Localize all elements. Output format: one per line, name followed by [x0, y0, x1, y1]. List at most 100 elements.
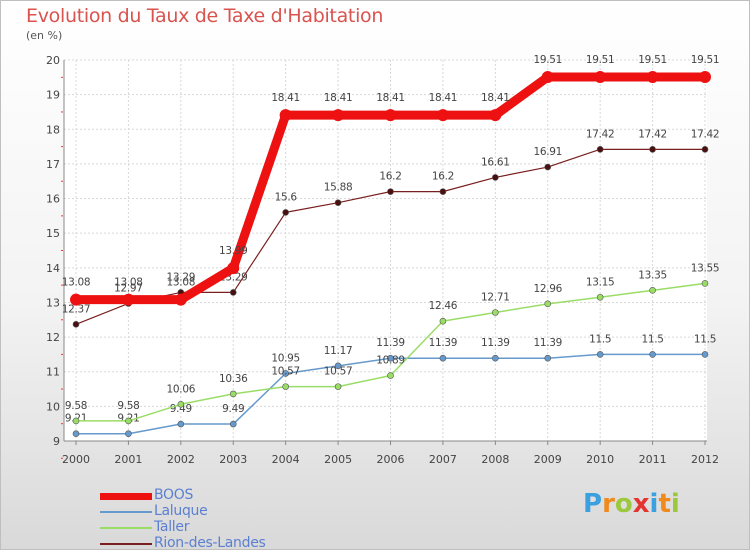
data-point: [384, 109, 397, 122]
data-label: 10.89: [376, 355, 405, 367]
data-label: 9.49: [222, 403, 244, 415]
data-label: 15.6: [275, 191, 298, 203]
data-point: [72, 320, 80, 328]
x-tick-label: 2009: [534, 453, 562, 466]
data-label: 16.2: [432, 171, 454, 183]
data-point: [72, 417, 80, 425]
data-label: 17.42: [586, 128, 615, 140]
data-point: [439, 317, 447, 325]
data-label: 10.06: [167, 383, 196, 395]
data-point: [334, 362, 342, 370]
x-tick-label: 2011: [639, 453, 667, 466]
y-tick-label: 15: [46, 227, 60, 240]
x-tick-label: 2003: [219, 453, 247, 466]
legend-swatch: [100, 511, 152, 513]
data-label: 18.41: [429, 92, 458, 104]
data-label: 12.97: [114, 282, 143, 294]
proxiti-logo: Proxiti: [583, 489, 680, 519]
data-label: 16.91: [533, 146, 562, 158]
data-point: [701, 351, 709, 358]
data-label: 18.41: [271, 92, 300, 104]
data-point: [541, 70, 554, 83]
data-point: [125, 430, 132, 438]
data-label: 13.29: [167, 271, 196, 283]
data-point: [649, 351, 656, 358]
data-point: [282, 209, 289, 216]
data-label: 10.57: [271, 366, 300, 378]
data-label: 11.39: [533, 337, 562, 349]
data-point: [387, 372, 394, 379]
data-point: [72, 430, 80, 438]
data-label: 19.51: [586, 54, 615, 66]
data-point: [229, 420, 237, 428]
data-point: [492, 174, 499, 181]
data-label: 13.99: [219, 245, 248, 257]
x-tick-label: 2007: [429, 453, 457, 466]
x-tick-label: 2004: [272, 453, 300, 466]
x-tick-label: 2008: [481, 453, 509, 466]
legend-label: Taller: [154, 519, 190, 535]
x-tick-label: 2006: [377, 453, 405, 466]
data-point: [649, 146, 656, 153]
y-tick-label: 13: [46, 296, 60, 309]
logo-letter: x: [632, 489, 650, 519]
data-label: 13.35: [638, 269, 667, 281]
data-label: 11.39: [481, 337, 510, 349]
data-label: 19.51: [533, 54, 562, 66]
logo-letter: P: [583, 489, 603, 519]
logo-letter: r: [602, 489, 615, 519]
data-point: [174, 293, 187, 306]
data-point: [387, 354, 394, 362]
data-point: [596, 351, 604, 358]
x-tick-label: 2001: [114, 453, 142, 466]
logo-letter: i: [649, 489, 659, 519]
data-label: 11.5: [641, 333, 663, 345]
data-point: [122, 293, 135, 306]
data-point: [334, 383, 342, 390]
data-point: [699, 70, 711, 83]
data-point: [177, 420, 185, 428]
data-label: 12.71: [481, 291, 510, 303]
data-point: [227, 262, 240, 275]
logo-letter: t: [658, 489, 671, 519]
data-point: [229, 289, 237, 296]
x-tick-label: 2005: [324, 453, 352, 466]
data-label: 10.57: [324, 366, 353, 378]
data-point: [701, 146, 709, 153]
data-label: 13.08: [167, 277, 196, 289]
data-label: 11.39: [376, 337, 405, 349]
data-point: [594, 70, 607, 83]
data-point: [439, 354, 447, 362]
unit-label: (en %): [26, 29, 63, 42]
data-point: [596, 146, 604, 153]
data-label: 17.42: [638, 128, 667, 140]
data-label: 19.51: [691, 54, 720, 66]
data-label: 16.61: [481, 156, 510, 168]
data-point: [282, 383, 289, 390]
data-point: [229, 390, 237, 398]
logo-letter: o: [614, 489, 633, 519]
data-label: 12.37: [62, 303, 91, 315]
data-point: [282, 370, 289, 377]
data-label: 13.08: [114, 277, 143, 289]
x-tick-label: 2012: [691, 453, 719, 466]
data-label: 18.41: [324, 92, 353, 104]
legend-label: Rion-des-Landes: [154, 535, 266, 551]
data-label: 13.55: [691, 262, 720, 274]
data-point: [177, 400, 185, 408]
data-label: 11.17: [324, 345, 353, 357]
data-point: [279, 109, 292, 122]
data-point: [70, 293, 82, 306]
x-tick-label: 2010: [586, 453, 614, 466]
data-label: 11.5: [694, 333, 716, 345]
x-tick-label: 2002: [167, 453, 195, 466]
legend-label: BOOS: [154, 487, 194, 503]
y-tick-label: 17: [46, 158, 60, 171]
y-tick-label: 18: [46, 123, 60, 136]
data-point: [701, 280, 709, 287]
data-label: 19.51: [638, 54, 667, 66]
data-point: [436, 109, 449, 122]
data-label: 13.08: [62, 277, 91, 289]
data-label: 9.58: [117, 400, 139, 412]
